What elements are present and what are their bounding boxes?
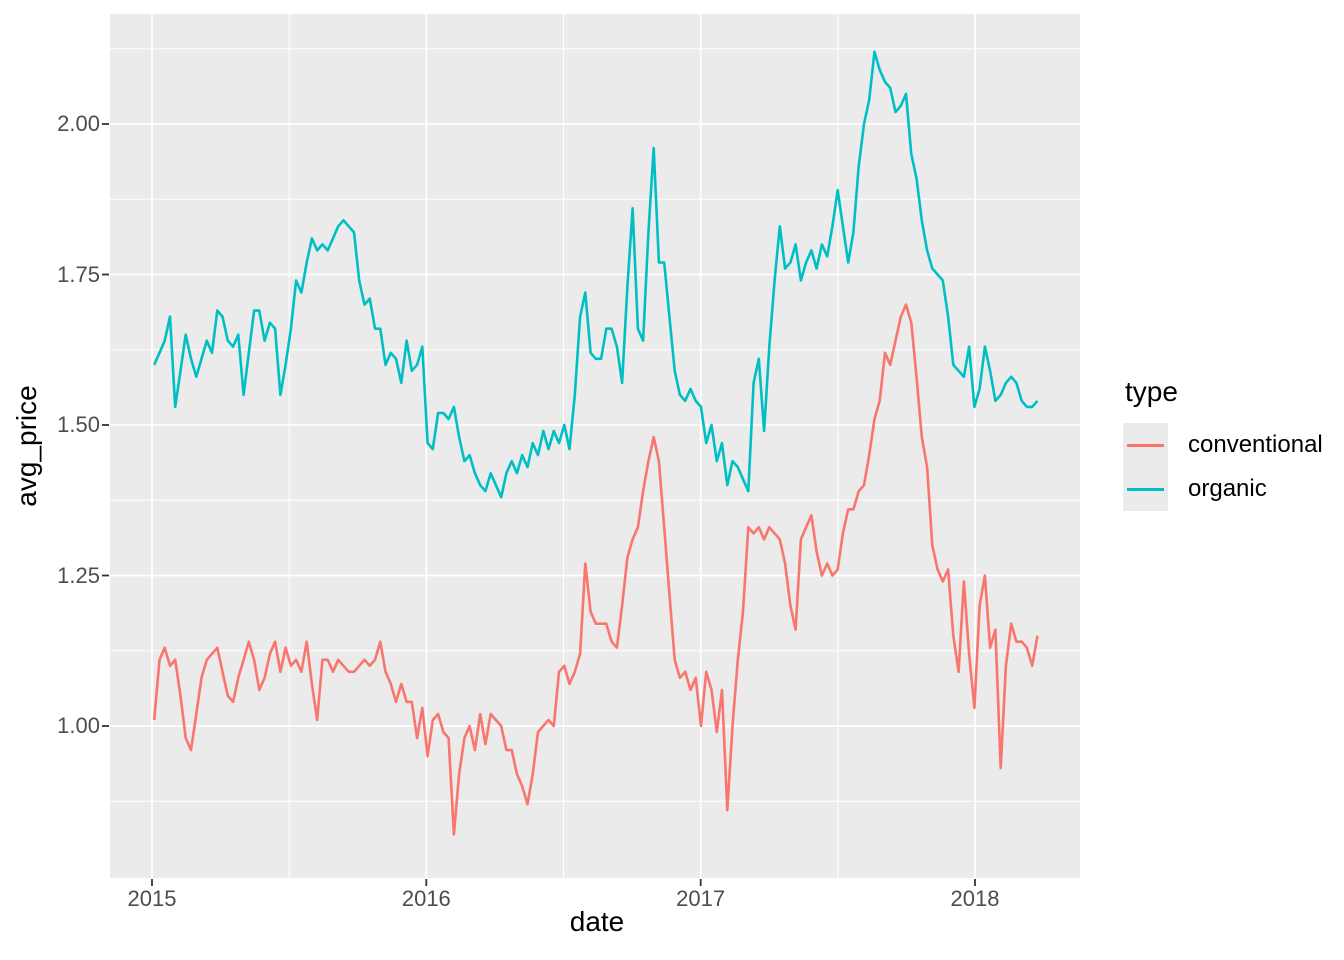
y-axis-title: avg_price [11,385,42,507]
legend-label-conventional: conventional [1188,431,1323,458]
conventional-line-swatch-icon [1127,443,1164,447]
plot-panel [110,14,1080,878]
organic-line-swatch-icon [1127,487,1164,491]
conventional-series-line [152,303,1039,836]
legend-key-box [1123,467,1168,511]
legend-item-conventional: conventional [1123,423,1333,467]
legend-key-box [1123,423,1168,467]
legend-item-organic: organic [1123,467,1333,511]
legend: type conventional organic [1123,376,1333,511]
legend-label-organic: organic [1188,475,1267,502]
legend-title: type [1125,376,1178,407]
organic-series-line [153,50,1039,499]
x-axis-title: date [569,906,625,937]
